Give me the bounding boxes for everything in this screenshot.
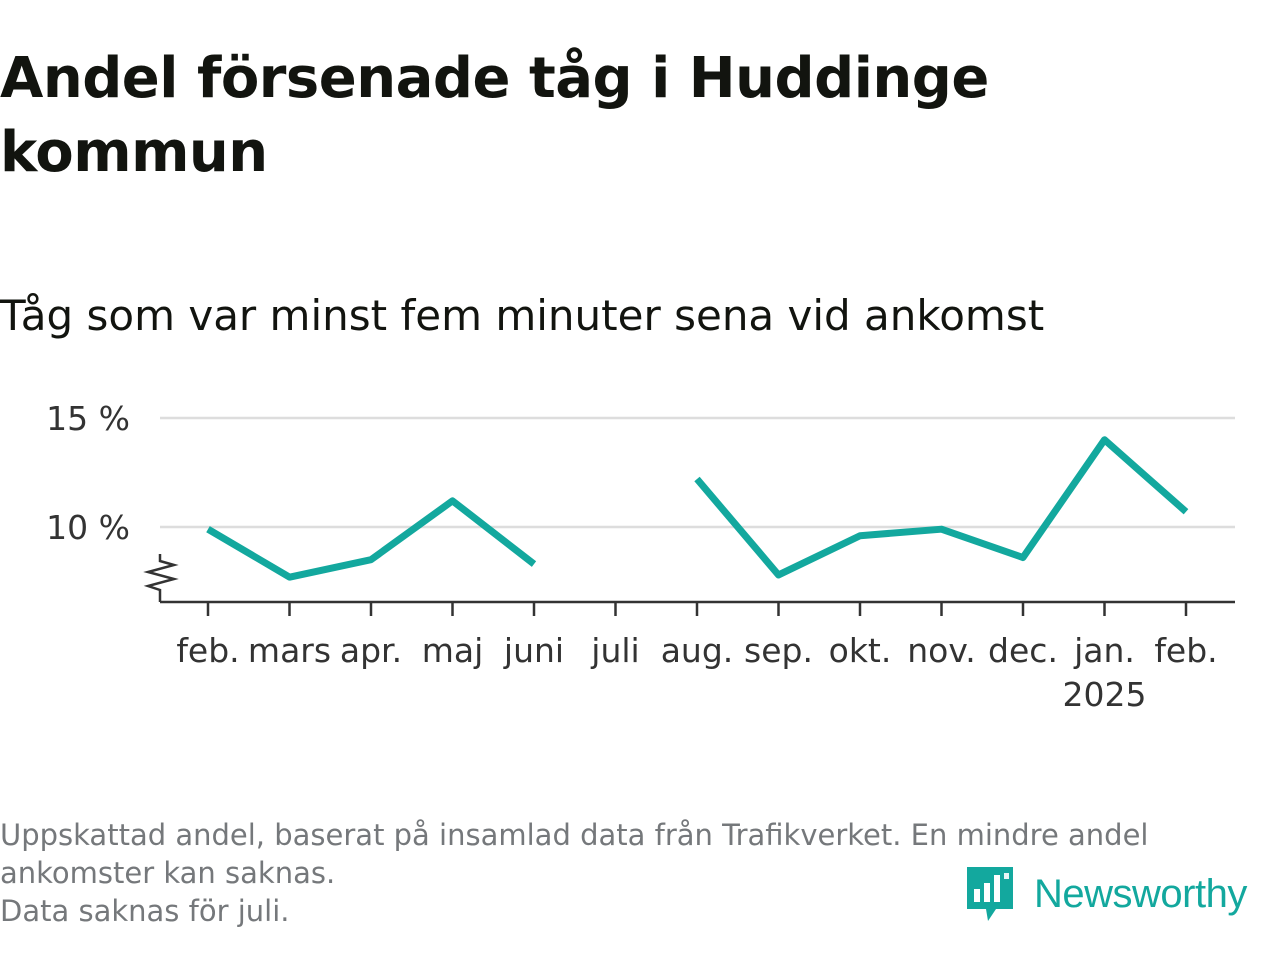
brand-name: Newsworthy — [1034, 871, 1247, 916]
y-tick-label: 15 % — [46, 399, 130, 438]
y-axis-break-icon — [143, 554, 179, 602]
footnotes: Uppskattad andel, baserat på insamlad da… — [0, 816, 1149, 930]
x-tick-label: sep. — [744, 631, 813, 670]
footnote-source: Uppskattad andel, baserat på insamlad da… — [0, 818, 1149, 852]
chart-subtitle: Tåg som var minst fem minuter sena vid a… — [0, 291, 1045, 340]
footnote-source-cont: ankomster kan saknas. — [0, 856, 336, 890]
x-tick-label: feb. — [1154, 631, 1217, 670]
gridlines — [160, 416, 1235, 529]
x-axis — [143, 554, 1235, 616]
x-tick-label: aug. — [661, 631, 734, 670]
chart-title: Andel försenade tåg i Huddinge kommun — [0, 46, 989, 185]
x-tick-label: dec. — [988, 631, 1058, 670]
series-line-segment — [206, 497, 537, 581]
series-line-segment — [694, 436, 1189, 579]
x-tick-label: okt. — [829, 631, 892, 670]
x-tick-label: juni — [503, 631, 564, 670]
x-tick-label: maj — [422, 631, 484, 670]
y-tick-label: 10 % — [46, 508, 130, 547]
x-tick-label: juli — [590, 631, 639, 670]
newsworthy-brand: Newsworthy — [964, 862, 1247, 926]
line-chart: 10 %15 % feb. mars apr. maj juni juli aug. sep.… — [46, 399, 1235, 714]
x-tick-label: nov. — [907, 631, 976, 670]
footnote-missing-data: Data saknas för juli. — [0, 894, 290, 928]
x-year-label: 2025 — [1063, 675, 1147, 714]
x-tick-label: feb. — [176, 631, 239, 670]
x-tick-label: jan. — [1073, 631, 1135, 670]
series-line — [206, 436, 1189, 581]
x-tick-label: mars — [248, 631, 331, 670]
newsworthy-logo-icon — [967, 867, 1013, 921]
x-axis-labels: feb. mars apr. maj juni juli aug. sep. okt. nov. d… — [176, 631, 1217, 714]
x-tick-label: apr. — [340, 631, 402, 670]
y-axis-ticks: 10 % 15 % — [46, 399, 130, 547]
